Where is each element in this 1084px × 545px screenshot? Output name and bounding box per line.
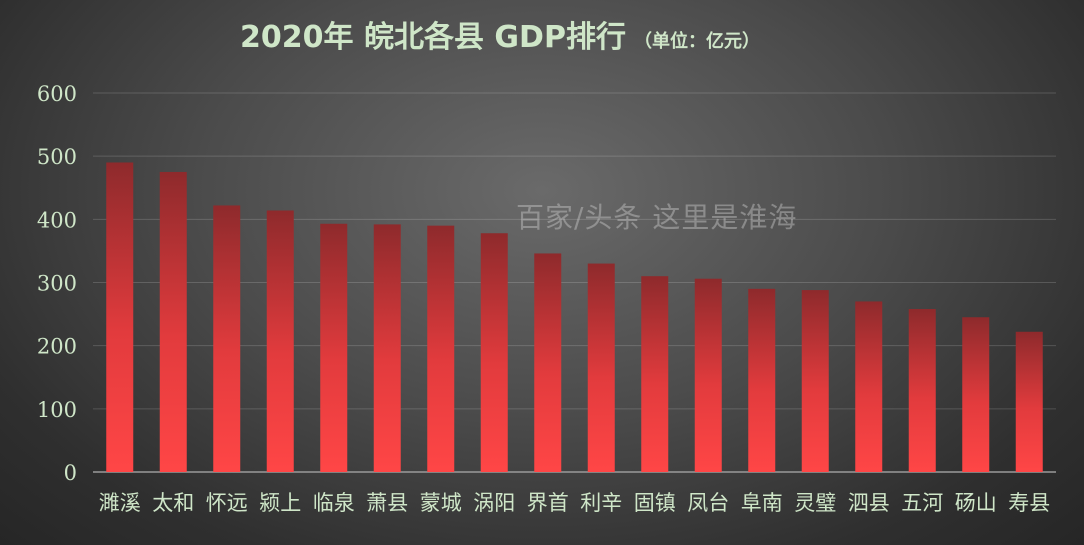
x-tick-label: 蒙城 xyxy=(420,491,462,515)
bar-2 xyxy=(159,171,187,473)
bar-4 xyxy=(266,210,294,473)
bar-9 xyxy=(534,253,562,472)
y-axis: 0 100 200 300 400 500 600 xyxy=(37,82,77,485)
x-tick-label: 太和 xyxy=(152,491,194,515)
chart-title: 2020年 皖北各县 GDP排行 xyxy=(240,20,626,55)
y-tick-label: 200 xyxy=(37,335,77,359)
bar-16 xyxy=(908,309,936,472)
bar-7 xyxy=(427,225,455,472)
watermark-text: 百家/头条 这里是淮海 xyxy=(516,201,798,234)
bar-6 xyxy=(373,224,401,472)
x-tick-label: 涡阳 xyxy=(473,491,515,515)
y-tick-label: 600 xyxy=(37,82,77,106)
y-tick-label: 0 xyxy=(64,461,77,485)
bar-1 xyxy=(106,162,134,472)
x-tick-label: 砀山 xyxy=(955,491,997,515)
gridlines xyxy=(93,92,1056,473)
x-tick-label: 灵璧 xyxy=(794,491,836,515)
x-tick-label: 利辛 xyxy=(580,491,622,515)
chart-title-row: 2020年 皖北各县 GDP排行 （单位：亿元） xyxy=(0,12,1000,56)
x-tick-label: 五河 xyxy=(901,491,943,515)
y-tick-label: 300 xyxy=(37,272,77,296)
x-tick-label: 濉溪 xyxy=(99,491,141,515)
y-tick-label: 500 xyxy=(37,145,77,169)
y-tick-label: 100 xyxy=(37,398,77,422)
bar-14 xyxy=(801,290,829,472)
bar-10 xyxy=(587,263,615,472)
bar-17 xyxy=(962,317,990,472)
x-tick-label: 固镇 xyxy=(634,491,676,515)
x-tick-label: 怀远 xyxy=(206,491,248,515)
bar-15 xyxy=(855,301,883,472)
bar-13 xyxy=(748,288,776,472)
bar-8 xyxy=(480,233,508,472)
x-tick-label: 泗县 xyxy=(848,491,890,515)
x-tick-label: 凤台 xyxy=(687,491,729,515)
bars xyxy=(106,162,1043,473)
x-tick-label: 寿县 xyxy=(1008,491,1050,515)
x-tick-label: 阜南 xyxy=(741,491,783,515)
x-axis: 濉溪 太和 怀远 颍上 临泉 萧县 蒙城 涡阳 界首 利辛 固镇 凤台 阜南 灵璧 泗县 五河 砀山 寿县 xyxy=(99,491,1051,515)
chart-unit-label: （单位：亿元） xyxy=(633,31,760,52)
x-tick-label: 临泉 xyxy=(313,491,355,515)
bar-5 xyxy=(320,223,348,472)
y-tick-label: 400 xyxy=(37,208,77,232)
bar-18 xyxy=(1015,331,1043,472)
x-tick-label: 颍上 xyxy=(259,491,301,515)
bar-11 xyxy=(641,276,669,472)
bar-12 xyxy=(694,278,722,472)
bar-3 xyxy=(213,205,241,473)
x-tick-label: 界首 xyxy=(527,491,569,515)
x-tick-label: 萧县 xyxy=(366,491,408,515)
